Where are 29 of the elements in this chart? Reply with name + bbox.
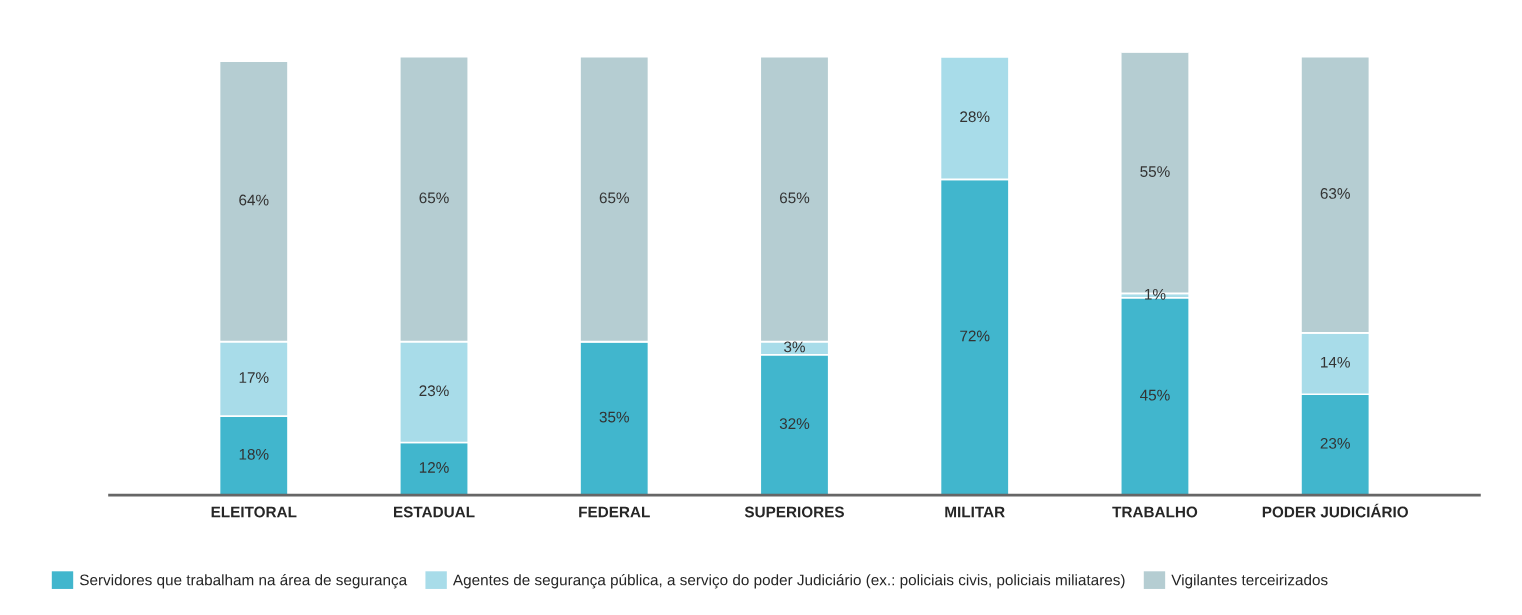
data-label: 45%	[1140, 389, 1170, 401]
x-tick-label: FEDERAL	[579, 506, 650, 518]
data-label: 12%	[419, 462, 449, 473]
data-label: 17%	[239, 372, 269, 383]
data-label: 65%	[419, 192, 449, 204]
data-label: 65%	[779, 192, 810, 204]
data-label: 23%	[419, 385, 449, 397]
data-label: 28%	[960, 111, 990, 123]
data-label: 64%	[239, 194, 269, 206]
x-tick-label: TRABALHO	[1112, 506, 1198, 518]
legend-label: Servidores que trabalham na área de segurança	[79, 573, 408, 589]
data-label: 1%	[1145, 288, 1166, 300]
x-tick-label: SUPERIORES	[744, 506, 844, 518]
data-label: 55%	[1140, 166, 1170, 177]
legend-label: Vigilantes terceirizados	[1171, 574, 1328, 589]
data-label: 63%	[1320, 188, 1350, 199]
legend-label: Agentes de segurança pública, a serviço do poder Judiciário (ex.: policiais civis, policiais miliatares)	[452, 573, 1125, 589]
data-label: 18%	[239, 448, 269, 460]
data-label: 3%	[784, 341, 805, 353]
data-label: 32%	[779, 418, 810, 430]
data-label: 14%	[1321, 356, 1350, 368]
x-tick-label: PODER JUDICIÁRIO	[1262, 503, 1408, 518]
data-label: 23%	[1320, 437, 1350, 449]
x-tick-label: MILITAR	[945, 506, 1005, 518]
data-label: 72%	[960, 330, 990, 342]
x-tick-label: ESTADUAL	[394, 506, 475, 518]
data-label: 65%	[599, 192, 629, 204]
data-label: 35%	[599, 411, 629, 423]
x-tick-label: ELEITORAL	[211, 506, 297, 518]
